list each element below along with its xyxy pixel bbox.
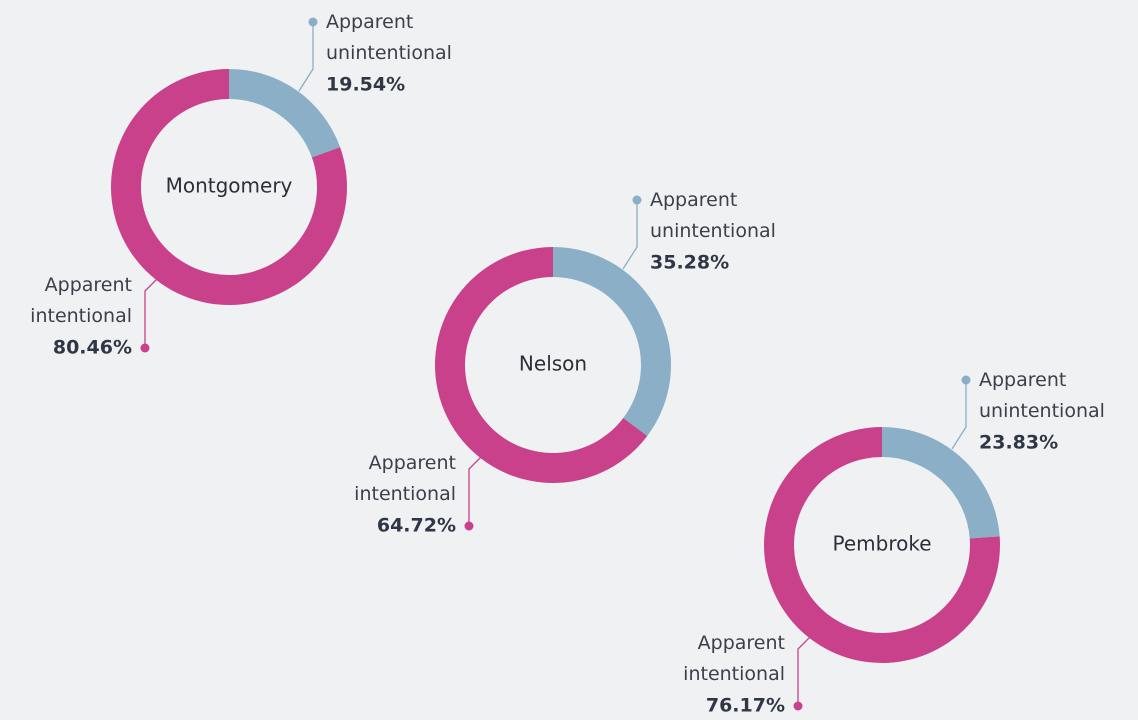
donut-center-label: Pembroke (832, 532, 931, 556)
donut-center-label: Montgomery (166, 174, 293, 198)
leader-line (797, 630, 817, 706)
value-label: 19.54% (326, 74, 405, 96)
value-label: 64.72% (377, 515, 456, 537)
leader-line (468, 450, 488, 526)
leader-line (298, 22, 314, 92)
donut-segment (229, 69, 341, 158)
leader-dot (308, 17, 318, 27)
category-label: Apparent unintentional (650, 189, 776, 242)
leader-dot (793, 701, 803, 711)
category-label: Apparent unintentional (979, 369, 1105, 422)
leader-line (951, 380, 967, 450)
value-label: 23.83% (979, 432, 1058, 454)
leader-dot (632, 195, 642, 205)
leader-line (144, 272, 164, 348)
leader-dot (464, 521, 474, 531)
donut-segment (553, 247, 671, 437)
category-label: Apparent intentional (30, 274, 132, 327)
value-label: 76.17% (706, 695, 785, 717)
category-label: Apparent intentional (683, 632, 785, 685)
category-label: Apparent intentional (354, 452, 456, 505)
category-label: Apparent unintentional (326, 11, 452, 64)
donut-center-label: Nelson (519, 352, 587, 376)
donut-segment (882, 427, 1000, 539)
value-label: 80.46% (53, 337, 132, 359)
leader-dot (961, 375, 971, 385)
leader-dot (140, 343, 150, 353)
leader-line (622, 200, 638, 270)
value-label: 35.28% (650, 252, 729, 274)
